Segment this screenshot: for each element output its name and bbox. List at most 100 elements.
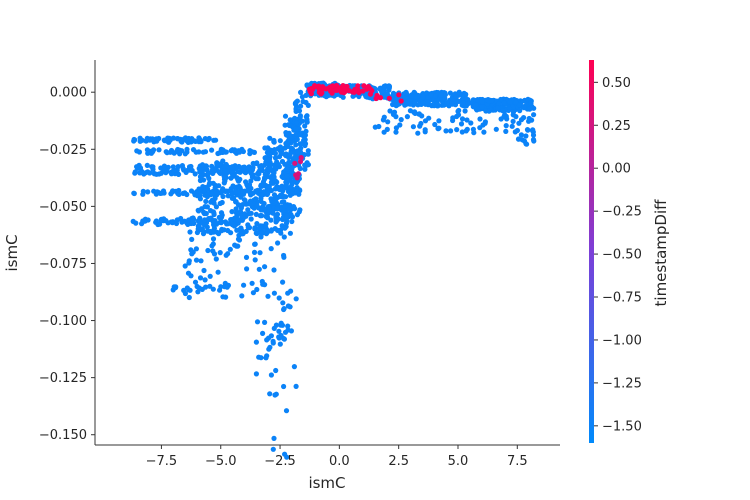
data-point — [524, 141, 530, 147]
data-point — [398, 117, 404, 123]
data-point — [206, 215, 212, 222]
data-point — [197, 275, 204, 281]
data-point — [207, 273, 213, 279]
data-point — [273, 367, 279, 374]
data-point — [496, 101, 502, 107]
data-point — [481, 129, 487, 135]
data-point — [198, 173, 204, 179]
data-point — [506, 106, 513, 112]
data-point — [164, 150, 170, 156]
data-point — [233, 210, 240, 216]
data-point — [262, 319, 268, 325]
data-point — [180, 190, 186, 196]
data-point — [254, 319, 261, 325]
data-point — [280, 300, 286, 306]
data-point — [330, 83, 336, 89]
data-point — [513, 99, 519, 105]
data-point — [302, 132, 308, 138]
data-point — [479, 104, 485, 110]
data-point — [293, 120, 300, 126]
data-point — [279, 322, 286, 328]
data-point — [396, 92, 402, 98]
data-point — [236, 183, 242, 189]
data-point — [219, 219, 225, 225]
data-point — [275, 161, 281, 167]
data-point — [282, 451, 288, 457]
data-point — [486, 108, 492, 114]
data-point — [256, 266, 262, 272]
data-point — [199, 286, 205, 292]
data-point — [209, 243, 215, 249]
data-point — [131, 190, 137, 197]
x-tick-label: −7.5 — [146, 454, 178, 469]
data-point — [386, 95, 392, 101]
data-point — [284, 218, 290, 224]
data-point — [477, 116, 483, 122]
data-point — [507, 99, 513, 105]
data-point — [209, 167, 215, 174]
data-point — [291, 364, 297, 370]
data-point — [415, 130, 421, 136]
data-point — [150, 149, 156, 155]
data-point — [350, 93, 356, 99]
data-point — [422, 127, 428, 133]
y-tick-label: −0.100 — [39, 314, 87, 329]
data-point — [219, 199, 225, 206]
data-point — [302, 123, 308, 129]
data-point — [519, 137, 525, 143]
data-point — [298, 89, 304, 95]
data-point — [232, 189, 238, 195]
colorbar-tick-label: 0.25 — [602, 119, 631, 134]
data-point — [268, 333, 274, 339]
data-point — [285, 303, 291, 309]
data-point — [263, 221, 269, 227]
data-point — [248, 210, 254, 216]
data-point — [223, 294, 229, 300]
data-point — [202, 222, 208, 228]
data-point — [464, 117, 470, 123]
data-point — [190, 218, 196, 224]
data-point — [283, 408, 290, 414]
data-point — [264, 215, 271, 221]
data-point — [287, 151, 293, 157]
data-point — [250, 290, 256, 296]
data-point — [196, 222, 202, 228]
data-point — [174, 217, 180, 223]
data-point — [134, 148, 140, 154]
data-point — [482, 119, 488, 125]
x-tick-label: 5.0 — [448, 454, 469, 469]
data-point — [289, 218, 295, 225]
data-point — [255, 171, 262, 177]
data-point — [462, 108, 468, 114]
data-point — [211, 251, 218, 257]
data-point — [282, 203, 288, 209]
data-point — [186, 258, 192, 264]
data-point — [493, 126, 499, 132]
data-point — [217, 170, 223, 176]
data-point — [252, 241, 258, 247]
data-point — [303, 92, 309, 98]
data-point — [153, 171, 160, 177]
data-point — [460, 100, 466, 106]
data-point — [283, 182, 289, 188]
data-point — [187, 229, 193, 235]
x-tick-label: −5.0 — [205, 454, 237, 469]
data-point — [205, 247, 211, 254]
data-point — [266, 183, 272, 189]
data-point — [156, 135, 162, 142]
data-point — [530, 132, 537, 138]
data-point — [503, 128, 509, 134]
data-point — [495, 105, 501, 111]
data-point — [209, 147, 215, 153]
data-point — [284, 166, 290, 172]
data-point — [189, 251, 195, 257]
data-point — [232, 242, 238, 248]
data-point — [293, 99, 299, 106]
data-point — [265, 190, 271, 196]
data-point — [288, 174, 295, 180]
data-point — [231, 223, 237, 229]
data-point — [294, 175, 300, 181]
data-point — [272, 150, 278, 156]
data-point — [271, 139, 277, 145]
data-point — [308, 91, 314, 97]
